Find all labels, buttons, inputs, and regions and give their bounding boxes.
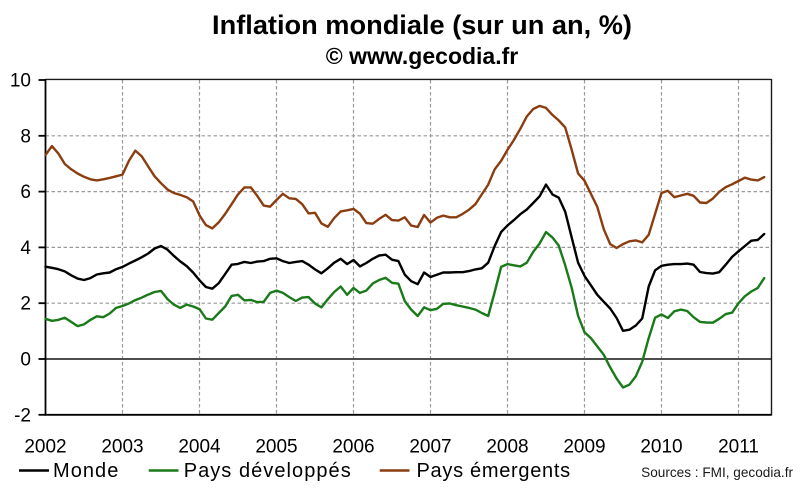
svg-text:Sources : FMI, gecodia.fr: Sources : FMI, gecodia.fr bbox=[641, 465, 793, 480]
svg-text:2003: 2003 bbox=[101, 437, 143, 458]
svg-text:2006: 2006 bbox=[332, 437, 374, 458]
svg-text:Inflation mondiale (sur un an,: Inflation mondiale (sur un an, %) bbox=[212, 9, 632, 40]
svg-text:© www.gecodia.fr: © www.gecodia.fr bbox=[326, 43, 519, 69]
svg-text:2: 2 bbox=[20, 294, 31, 315]
svg-text:0: 0 bbox=[20, 350, 31, 371]
svg-text:2002: 2002 bbox=[24, 437, 66, 458]
svg-text:10: 10 bbox=[10, 71, 31, 92]
svg-text:Pays développés: Pays développés bbox=[184, 460, 352, 482]
svg-text:2008: 2008 bbox=[486, 437, 528, 458]
svg-text:2004: 2004 bbox=[178, 437, 221, 458]
svg-text:Pays émergents: Pays émergents bbox=[417, 460, 571, 482]
svg-text:4: 4 bbox=[20, 238, 31, 259]
svg-text:2005: 2005 bbox=[255, 437, 297, 458]
svg-text:-2: -2 bbox=[14, 405, 31, 426]
svg-text:6: 6 bbox=[20, 182, 31, 203]
svg-text:2009: 2009 bbox=[563, 437, 605, 458]
svg-text:2010: 2010 bbox=[640, 437, 682, 458]
svg-text:8: 8 bbox=[20, 126, 31, 147]
svg-text:2011: 2011 bbox=[718, 437, 759, 458]
svg-text:2007: 2007 bbox=[409, 437, 451, 458]
svg-text:Monde: Monde bbox=[53, 460, 119, 482]
